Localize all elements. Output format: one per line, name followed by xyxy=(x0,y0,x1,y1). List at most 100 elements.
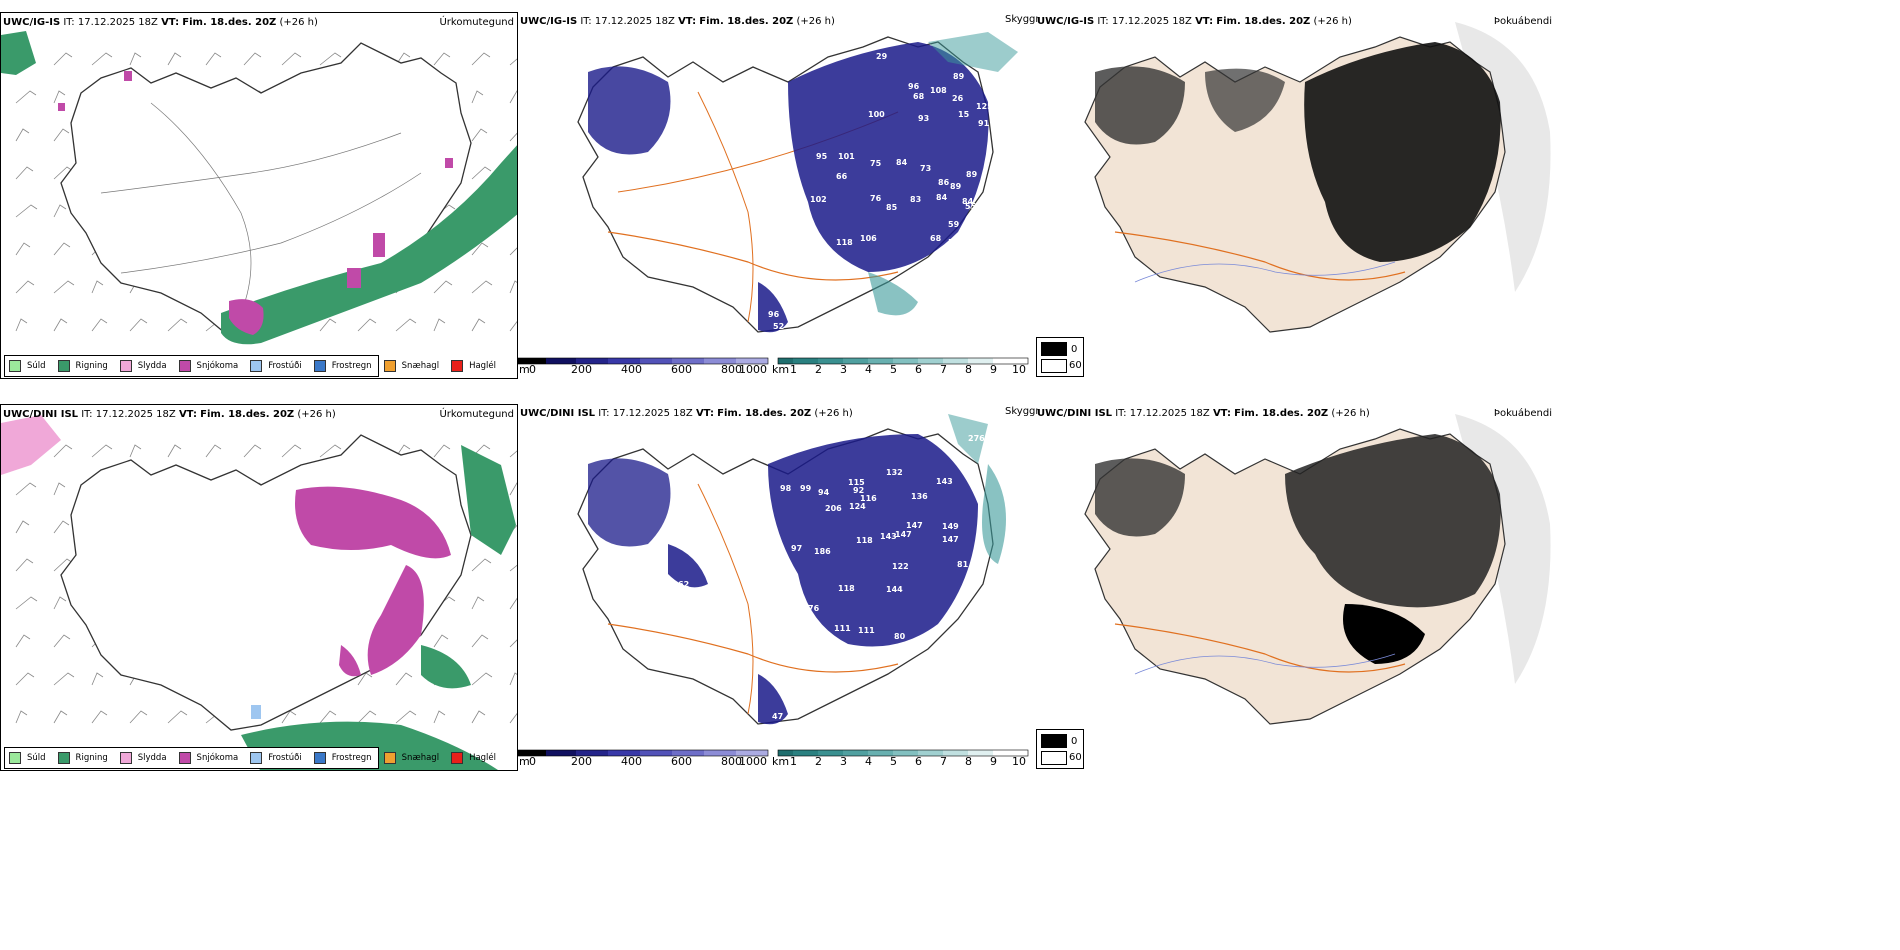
visibility-label: 143 xyxy=(936,477,953,486)
visibility-label: 76 xyxy=(870,194,882,203)
visibility-label: 96 xyxy=(908,82,920,91)
visibility-label: 83 xyxy=(910,195,922,204)
visibility-label: 92 xyxy=(853,486,865,495)
snow-region xyxy=(295,486,451,559)
visibility-map-top xyxy=(577,32,1018,333)
visibility-label: 93 xyxy=(918,114,930,123)
visibility-label: 108 xyxy=(930,86,947,95)
visibility-label: 73 xyxy=(920,164,932,173)
fog-map-bottom xyxy=(1084,414,1551,725)
visibility-label: 124 xyxy=(849,502,866,511)
visibility-label: 89 xyxy=(950,182,962,191)
panel-title: Þokuábendi xyxy=(1493,16,1552,27)
visibility-label: 42 xyxy=(578,202,590,211)
visibility-label: 136 xyxy=(911,492,928,501)
visibility-label: 76 xyxy=(808,604,820,613)
visibility-label: 97 xyxy=(791,544,803,553)
precip-map-top xyxy=(1,31,517,345)
fog-panel-top: UWC/IG-IS IT: 17.12.2025 18Z VT: Fim. 18… xyxy=(1035,12,1555,379)
visibility-label: 91 xyxy=(978,119,990,128)
visibility-label: 143 xyxy=(880,532,897,541)
visibility-label: 147 xyxy=(942,535,959,544)
visibility-label: 276 xyxy=(968,434,985,443)
fog-dark xyxy=(1304,42,1501,262)
visibility-label: 66 xyxy=(836,172,848,181)
visibility-label: 94 xyxy=(818,488,830,497)
visibility-label: 84 xyxy=(962,197,974,206)
visibility-label: 186 xyxy=(814,547,831,556)
panel-title: Þokuábendi xyxy=(1493,408,1552,419)
visibility-label: 86 xyxy=(938,178,950,187)
panel-title: Úrkomutegund xyxy=(439,17,514,28)
visibility-label: 116 xyxy=(860,494,877,503)
precip-map-bottom xyxy=(1,415,517,770)
visibility-label: 118 xyxy=(836,238,853,247)
fog-panel-bottom: UWC/DINI ISL IT: 17.12.2025 18Z VT: Fim.… xyxy=(1035,404,1555,771)
visibility-label: 100 xyxy=(868,110,885,119)
panel-title: Skyggni xyxy=(1005,406,1038,417)
visibility-label: 147 xyxy=(895,530,912,539)
visibility-label: 111 xyxy=(858,626,875,635)
visibility-label: 68 xyxy=(930,234,942,243)
visibility-label: 89 xyxy=(953,72,965,81)
visibility-label: 118 xyxy=(856,536,873,545)
visibility-label: 95 xyxy=(816,152,828,161)
visibility-label: 59 xyxy=(948,220,960,229)
precip-legend: Súld Rigning Slydda Snjókoma Frostúði Fr… xyxy=(4,355,496,377)
visibility-label: 99 xyxy=(800,484,812,493)
visibility-label: 59 xyxy=(948,238,960,247)
visibility-panel-top: 29 96 108 89 125 68 26 100 93 15 91 95 101 75 84 73 89 86… xyxy=(518,12,1038,379)
panel-title: Skyggni xyxy=(1005,14,1038,25)
cloudbar-bottom xyxy=(518,749,1029,757)
precip-type-panel-top: UWC/IG-IS IT: 17.12.2025 18Z VT: Fim. 18… xyxy=(0,12,518,379)
visibility-label: 125 xyxy=(976,102,993,111)
visibility-label: 118 xyxy=(838,584,855,593)
visibility-label: 80 xyxy=(894,632,906,641)
precip-type-panel-bottom: UWC/DINI ISL IT: 17.12.2025 18Z VT: Fim.… xyxy=(0,404,518,771)
fog-map-top xyxy=(1084,22,1551,333)
visibility-label: 80 xyxy=(786,600,798,609)
visibility-label: 84 xyxy=(936,193,948,202)
visibility-label: 80 xyxy=(718,512,730,521)
visibility-label: 132 xyxy=(886,468,903,477)
visibility-label: 122 xyxy=(892,562,909,571)
visibility-label: 98 xyxy=(780,484,792,493)
precip-legend: Súld Rigning Slydda Snjókoma Frostúði Fr… xyxy=(4,747,496,769)
visibility-label: 15 xyxy=(958,110,970,119)
visibility-label: 47 xyxy=(772,712,784,721)
visibility-label: 55 xyxy=(965,202,977,211)
visibility-label: 115 xyxy=(848,478,865,487)
visibility-label: 102 xyxy=(810,195,827,204)
visibility-label: 59 xyxy=(631,594,643,603)
snow-patch xyxy=(229,299,264,335)
visibility-label: 26 xyxy=(952,94,964,103)
visibility-label: 29 xyxy=(876,52,888,61)
visibility-label: 149 xyxy=(942,522,959,531)
visibility-label: 106 xyxy=(860,234,877,243)
rain-band xyxy=(221,145,517,345)
cloudbar-top xyxy=(518,357,1029,365)
fog-legend-top: 0 60 xyxy=(1036,337,1084,377)
visibility-label: 206 xyxy=(825,504,842,513)
visibility-label: 52 xyxy=(773,322,785,331)
visibility-label: 111 xyxy=(834,624,851,633)
visibility-label: 96 xyxy=(768,310,780,319)
visibility-label: 84 xyxy=(896,158,908,167)
visibility-label: 85 xyxy=(886,203,898,212)
visibility-label: 81 xyxy=(957,560,969,569)
panel-title: Úrkomutegund xyxy=(439,409,514,420)
cloud-region xyxy=(788,42,989,272)
visibility-map-bottom xyxy=(577,414,1006,725)
visibility-label: 62 xyxy=(678,580,690,589)
visibility-label: 76 xyxy=(680,196,692,205)
visibility-label: 144 xyxy=(886,585,903,594)
visibility-label: 75 xyxy=(870,159,882,168)
visibility-label: 147 xyxy=(906,521,923,530)
visibility-label: 68 xyxy=(913,92,925,101)
iceland-outline xyxy=(60,42,472,339)
visibility-label: 89 xyxy=(966,170,978,179)
visibility-label: 85 xyxy=(578,590,590,599)
visibility-label: 101 xyxy=(838,152,855,161)
fog-legend-bottom: 0 60 xyxy=(1036,729,1084,769)
visibility-panel-bottom: 276 132 143 115 136 206 124 94 98 99 92 116 118 147 14… xyxy=(518,404,1038,771)
